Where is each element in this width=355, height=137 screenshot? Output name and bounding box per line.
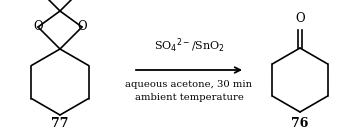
- Text: 76: 76: [291, 117, 309, 130]
- Text: 77: 77: [51, 117, 69, 130]
- Text: SO$_4$$^{2-}$/SnO$_2$: SO$_4$$^{2-}$/SnO$_2$: [154, 37, 224, 55]
- Text: aqueous acetone, 30 min: aqueous acetone, 30 min: [125, 80, 252, 89]
- Text: ambient temperature: ambient temperature: [135, 93, 244, 102]
- Text: O: O: [77, 21, 87, 34]
- Text: O: O: [295, 12, 305, 25]
- Text: O: O: [33, 21, 43, 34]
